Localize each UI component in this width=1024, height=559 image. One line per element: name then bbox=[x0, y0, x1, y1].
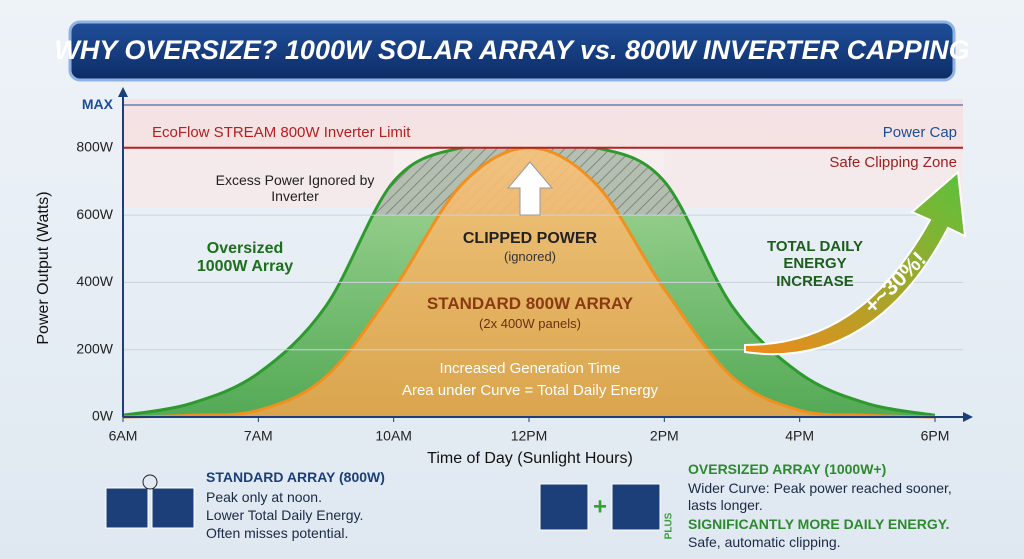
series-label: Oversized 1000W Array bbox=[196, 240, 294, 276]
title-banner bbox=[68, 20, 956, 82]
panel-line: Wider Curve: Peak power reached sooner, … bbox=[688, 480, 952, 513]
axis-arrow bbox=[963, 412, 973, 422]
generation-label: Increased Generation Time bbox=[439, 360, 621, 377]
x-tick-label: 7AM bbox=[244, 428, 273, 444]
x-axis-label: Time of Day (Sunlight Hours) bbox=[427, 450, 633, 467]
title: WHY OVERSIZE? 1000W SOLAR ARRAY vs. 800W… bbox=[54, 35, 969, 65]
up-arrow bbox=[506, 161, 554, 216]
panel-line: SIGNIFICANTLY MORE DAILY ENERGY. bbox=[688, 516, 950, 532]
excess-label: Excess Power Ignored by Inverter bbox=[215, 172, 375, 205]
series-label: STANDARD 800W ARRAY bbox=[426, 294, 634, 313]
x-tick-label: 2PM bbox=[650, 428, 679, 444]
x-tick-label: 12PM bbox=[511, 428, 548, 444]
panel-title: OVERSIZED ARRAY (1000W+) bbox=[688, 461, 887, 477]
standard-note: (2x 400W panels) bbox=[479, 316, 581, 331]
panel-line: Lower Total Daily Energy. bbox=[206, 507, 364, 523]
panel-title: STANDARD ARRAY (800W) bbox=[206, 469, 385, 485]
x-tick-label: 6AM bbox=[109, 428, 138, 444]
solar-icon-standard bbox=[105, 474, 195, 529]
reference-label: EcoFlow STREAM 800W Inverter Limit bbox=[152, 124, 411, 141]
axis-arrow bbox=[118, 87, 128, 97]
y-tick-label: 600W bbox=[76, 206, 113, 222]
y-tick-label: MAX bbox=[82, 96, 114, 112]
panel-line: Often misses potential. bbox=[206, 525, 349, 541]
panel-line: Safe, automatic clipping. bbox=[688, 534, 841, 550]
x-tick-label: 6PM bbox=[921, 428, 950, 444]
clipped-note: (ignored) bbox=[503, 249, 557, 264]
x-tick-label: 4PM bbox=[785, 428, 814, 444]
y-tick-label: 0W bbox=[92, 408, 114, 424]
y-axis-label: Power Output (Watts) bbox=[35, 191, 52, 344]
solar-icon-oversized: + bbox=[539, 483, 661, 531]
increase-arrow bbox=[744, 169, 967, 356]
clipping-zone bbox=[123, 99, 963, 148]
clipped-label: CLIPPED POWER bbox=[462, 230, 598, 247]
zone-label: Safe Clipping Zone bbox=[829, 154, 957, 171]
y-tick-label: 200W bbox=[76, 340, 113, 356]
panel-line: Peak only at noon. bbox=[206, 489, 322, 505]
increase-label: TOTAL DAILY ENERGY INCREASE bbox=[766, 238, 864, 290]
y-tick-label: 800W bbox=[76, 138, 113, 154]
svg-text:+: + bbox=[593, 493, 607, 520]
area-label: Area under Curve = Total Daily Energy bbox=[401, 382, 659, 399]
y-tick-label: 400W bbox=[76, 273, 113, 289]
plus-label: PLUS bbox=[663, 512, 675, 540]
reference-right-label: Power Cap bbox=[883, 124, 957, 141]
x-tick-label: 10AM bbox=[375, 428, 412, 444]
